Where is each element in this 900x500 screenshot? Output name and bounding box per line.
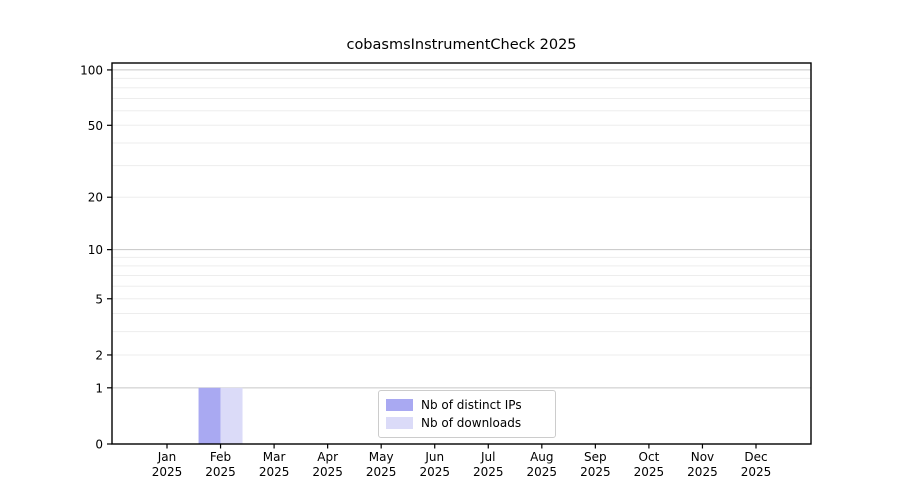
x-tick-label-year: 2025 bbox=[205, 465, 236, 479]
y-tick-label: 0 bbox=[95, 438, 103, 452]
x-tick-label-month: Sep bbox=[584, 450, 607, 464]
x-tick-label-month: Jun bbox=[424, 450, 444, 464]
x-tick-label-year: 2025 bbox=[527, 465, 558, 479]
bars-group bbox=[198, 387, 243, 444]
bar-distinct-ips bbox=[198, 387, 221, 444]
x-tick-label-month: Aug bbox=[530, 450, 553, 464]
legend-item-distinct-ips: Nb of distinct IPs bbox=[386, 396, 547, 414]
y-axis: 0 1 2 5 10 20 50 100 bbox=[80, 63, 112, 452]
x-tick-label-month: Jul bbox=[480, 450, 495, 464]
x-tick-label-year: 2025 bbox=[419, 465, 450, 479]
y-tick-label: 5 bbox=[95, 292, 103, 306]
y-tick-label: 10 bbox=[88, 243, 103, 257]
legend-label-downloads: Nb of downloads bbox=[421, 416, 522, 430]
legend-item-downloads: Nb of downloads bbox=[386, 414, 547, 432]
x-tick-label-year: 2025 bbox=[687, 465, 718, 479]
plot-area: 0125102050100Jan2025Feb2025Mar2025Apr202… bbox=[80, 62, 812, 479]
y-tick-label: 20 bbox=[88, 191, 103, 205]
y-tick-label: 50 bbox=[88, 119, 103, 133]
x-tick-label-month: May bbox=[369, 450, 394, 464]
chart-title: cobasmsInstrumentCheck 2025 bbox=[346, 37, 577, 53]
legend-swatch-downloads bbox=[386, 417, 413, 429]
x-tick-label-month: Mar bbox=[263, 450, 286, 464]
x-tick-label-month: Oct bbox=[639, 450, 660, 464]
x-tick-label-year: 2025 bbox=[259, 465, 290, 479]
x-tick-label-month: Feb bbox=[210, 450, 231, 464]
y-tick-label: 2 bbox=[95, 348, 103, 362]
bar-downloads bbox=[220, 387, 243, 444]
x-tick-label-year: 2025 bbox=[366, 465, 397, 479]
legend: Nb of distinct IPs Nb of downloads bbox=[378, 390, 556, 438]
y-tick-label: 100 bbox=[80, 63, 103, 77]
legend-swatch-distinct-ips bbox=[386, 399, 413, 411]
x-tick-label-year: 2025 bbox=[473, 465, 504, 479]
x-tick-label-month: Apr bbox=[317, 450, 338, 464]
x-tick-label-year: 2025 bbox=[741, 465, 772, 479]
legend-label-distinct-ips: Nb of distinct IPs bbox=[421, 398, 522, 412]
x-axis: Jan2025Feb2025Mar2025Apr2025May2025Jun20… bbox=[152, 444, 772, 479]
x-tick-label-month: Nov bbox=[691, 450, 714, 464]
x-tick-label-year: 2025 bbox=[580, 465, 611, 479]
x-tick-label-month: Jan bbox=[157, 450, 177, 464]
x-tick-label-year: 2025 bbox=[312, 465, 343, 479]
x-tick-label-year: 2025 bbox=[634, 465, 665, 479]
y-tick-label: 1 bbox=[95, 381, 103, 395]
x-tick-label-year: 2025 bbox=[152, 465, 183, 479]
gridlines bbox=[112, 69, 811, 389]
x-tick-label-month: Dec bbox=[744, 450, 767, 464]
plot-border bbox=[111, 62, 812, 445]
